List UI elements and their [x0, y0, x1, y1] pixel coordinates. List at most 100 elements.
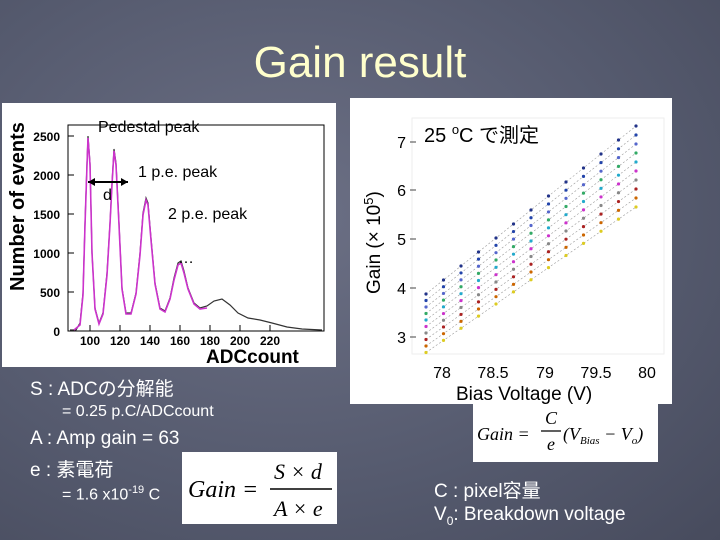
- gain-data-point: [424, 292, 428, 296]
- gain-data-point: [616, 138, 621, 142]
- x-tick-label: 140: [140, 334, 160, 348]
- gain-data-point: [634, 205, 638, 209]
- gain-data-point: [424, 331, 428, 335]
- s-definition: S : ADCの分解能: [30, 379, 174, 400]
- gain-data-point: [529, 231, 533, 235]
- gain-data-point: [599, 186, 603, 190]
- x-axis-label: Bias Voltage (V): [456, 384, 592, 404]
- gain-data-point: [616, 191, 621, 195]
- gain-data-point: [564, 245, 568, 249]
- y-tick-label: 1000: [33, 247, 60, 261]
- gain-data-point: [494, 251, 498, 255]
- gain-data-point: [459, 278, 463, 282]
- gain-data-point: [634, 142, 638, 146]
- gain-data-point: [529, 239, 533, 243]
- gain-data-point: [441, 311, 446, 316]
- gain-data-point: [511, 275, 516, 279]
- y-tick-label: 3: [397, 330, 406, 347]
- gain-data-point: [424, 324, 428, 329]
- gain-data-point: [616, 173, 621, 177]
- gain-data-point: [564, 229, 568, 233]
- gain-data-point: [634, 178, 638, 182]
- gain-data-point: [581, 241, 586, 245]
- x-tick-label: 100: [80, 334, 100, 348]
- gain-data-point: [616, 164, 621, 168]
- gain-data-point: [599, 152, 603, 156]
- gain-data-point: [424, 337, 428, 342]
- gain-data-point: [441, 338, 446, 342]
- gain-data-point: [616, 182, 621, 186]
- gain-data-point: [634, 196, 638, 200]
- gain-data-point: [459, 305, 463, 310]
- gain-data-point: [441, 278, 446, 282]
- gain-data-point: [494, 236, 498, 240]
- gain-data-point: [564, 204, 568, 209]
- gain-data-point: [599, 178, 603, 182]
- gain-data-point: [459, 285, 463, 289]
- gain-data-point: [459, 319, 463, 323]
- y-tick-label: 4: [397, 281, 406, 298]
- gain-data-point: [494, 287, 498, 291]
- gain-data-point: [476, 250, 481, 254]
- x-tick-label: 120: [110, 334, 130, 348]
- x-tick-label: 180: [200, 334, 220, 348]
- x-axis-label: ADCcount: [206, 347, 300, 367]
- gain-data-point: [511, 222, 516, 226]
- gain-data-point: [424, 298, 428, 303]
- gain-data-point: [616, 155, 621, 160]
- gain-data-point: [529, 223, 533, 228]
- gain-data-point: [616, 199, 621, 204]
- gain-data-point: [546, 250, 551, 254]
- x-tick-label: 79.5: [580, 365, 611, 382]
- gain-data-point: [494, 302, 498, 306]
- gain-data-point: [511, 237, 516, 241]
- annotation-2pe: 2 p.e. peak: [168, 206, 248, 223]
- gain-data-point: [441, 285, 446, 289]
- gain-data-point: [494, 243, 498, 247]
- gain-data-point: [564, 213, 568, 217]
- gain-data-point: [546, 226, 551, 230]
- gain-data-point: [476, 286, 481, 290]
- gain-data-point: [634, 151, 638, 155]
- y-axis-label: Number of events: [7, 122, 29, 291]
- temperature-annotation: 25 oC で測定: [424, 122, 539, 147]
- gain-data-point: [634, 133, 638, 137]
- gain-data-point: [581, 166, 586, 170]
- x-tick-label: 78: [433, 365, 451, 382]
- gain-data-point: [529, 262, 533, 266]
- y-tick-label: 1500: [33, 208, 60, 222]
- x-tick-label: 78.5: [477, 365, 508, 382]
- y-tick-label: 500: [40, 286, 60, 300]
- gain-data-point: [564, 188, 568, 192]
- gain-data-point: [616, 208, 621, 212]
- plot-frame: [67, 124, 325, 332]
- gain-data-point: [634, 160, 638, 164]
- gain-data-point: [599, 229, 603, 233]
- gain-data-point: [511, 245, 516, 249]
- gain-data-point: [476, 314, 481, 318]
- gain-data-point: [616, 217, 621, 221]
- gain-data-point: [546, 234, 551, 238]
- gain-data-point: [546, 218, 551, 222]
- y-tick-label: 5: [397, 232, 406, 249]
- gain-data-point: [599, 160, 603, 165]
- gain-data-point: [459, 264, 463, 268]
- gain-data-point: [616, 147, 621, 151]
- gain-data-point: [599, 212, 603, 216]
- formula2-lhs: Gain =: [477, 424, 530, 444]
- gain-data-point: [634, 187, 638, 191]
- gain-data-point: [511, 267, 516, 271]
- gain-data-point: [511, 282, 516, 286]
- gain-formula-capacitance: Gain = C e (VBias − Vo): [473, 404, 658, 462]
- gain-data-point: [546, 258, 551, 262]
- gain-data-point: [599, 169, 603, 173]
- gain-data-point: [494, 295, 498, 299]
- gain-formula-main: Gain = S × d A × e: [182, 452, 337, 524]
- v0-definition: V0: Breakdown voltage: [434, 504, 626, 528]
- x-tick-label: 220: [260, 334, 280, 348]
- gain-data-point: [581, 199, 586, 204]
- gain-data-point: [511, 252, 516, 256]
- gain-data-point: [546, 202, 551, 206]
- gain-data-point: [459, 292, 463, 296]
- gain-data-point: [441, 332, 446, 336]
